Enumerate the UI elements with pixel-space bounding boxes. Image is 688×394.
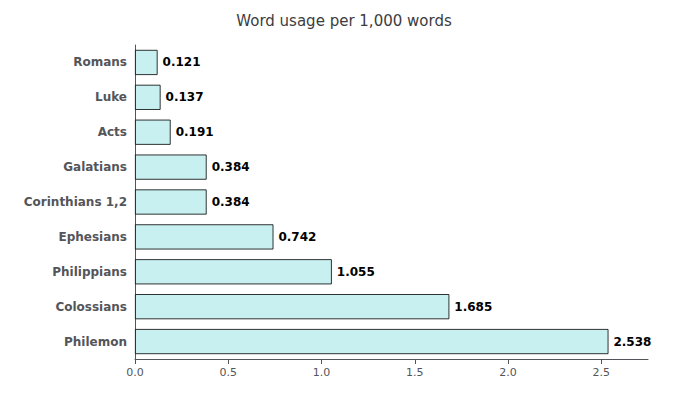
svg-text:1.055: 1.055 [337,265,375,279]
svg-text:0.0: 0.0 [126,366,144,379]
svg-text:Luke: Luke [95,90,127,104]
svg-text:1.0: 1.0 [313,366,331,379]
svg-text:2.538: 2.538 [613,335,651,349]
svg-text:Acts: Acts [98,125,127,139]
svg-text:Philippians: Philippians [52,265,127,279]
svg-text:0.191: 0.191 [176,125,214,139]
svg-text:1.685: 1.685 [454,300,492,314]
svg-text:2.5: 2.5 [593,366,611,379]
svg-text:Galatians: Galatians [63,160,127,174]
svg-text:0.121: 0.121 [163,55,201,69]
svg-text:Corinthians 1,2: Corinthians 1,2 [24,195,127,209]
svg-text:Romans: Romans [73,55,127,69]
svg-text:0.137: 0.137 [166,90,204,104]
svg-text:1.5: 1.5 [406,366,424,379]
svg-text:0.384: 0.384 [212,195,250,209]
svg-text:Word usage per 1,000 words: Word usage per 1,000 words [236,12,452,30]
svg-text:0.384: 0.384 [212,160,250,174]
svg-text:0.742: 0.742 [278,230,316,244]
svg-text:Colossians: Colossians [55,300,127,314]
svg-text:Ephesians: Ephesians [58,230,127,244]
svg-text:2.0: 2.0 [499,366,517,379]
svg-text:Philemon: Philemon [64,335,127,349]
svg-text:0.5: 0.5 [220,366,238,379]
